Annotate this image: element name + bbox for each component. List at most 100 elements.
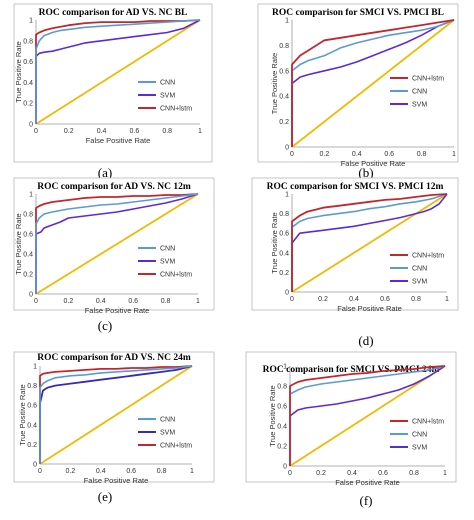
x-tick-label: 0.2 <box>318 296 328 303</box>
chart-title: ROC comparison for SMCI VS. PMCI 24m <box>263 365 440 375</box>
x-tick-label: 0.6 <box>126 468 136 475</box>
x-tick-label: 1 <box>190 468 194 475</box>
x-tick-label: 0.2 <box>66 468 76 475</box>
roc-line-cnn-lstm <box>35 19 201 124</box>
chart-panel: ROC comparison for SMCI VS. PMCI 24m 0 0.2… <box>245 351 457 487</box>
legend-label: SVM <box>160 430 175 437</box>
legend-label: CNN+lstm <box>160 106 192 113</box>
y-tick-label: 0.6 <box>279 68 289 75</box>
y-tick-label: 0.4 <box>277 424 287 431</box>
x-tick-label: 0 <box>290 296 294 303</box>
panel-caption: (e) <box>98 489 112 504</box>
y-tick-label: 1 <box>29 18 33 25</box>
y-axis-label: True Positive Rate <box>14 41 23 102</box>
x-axis-label: False Positive Rate <box>84 476 149 485</box>
y-tick-label: 0.8 <box>279 43 289 50</box>
y-tick-label: 1 <box>285 18 289 25</box>
x-tick-label: 0 <box>38 468 42 475</box>
roc-line-svm <box>39 365 193 464</box>
legend-label: CNN <box>412 89 427 96</box>
roc-line-cnn-lstm <box>289 365 446 466</box>
legend-label: SVM <box>160 259 175 266</box>
chance-diagonal-line <box>291 19 455 148</box>
x-tick-label: 0.8 <box>409 470 419 477</box>
x-tick-label: 1 <box>452 151 456 158</box>
roc-line-cnn <box>291 19 455 147</box>
y-tick-label: 0.6 <box>279 231 289 238</box>
y-tick-label: 1 <box>33 364 37 371</box>
legend-label: CNN <box>160 80 175 87</box>
y-tick-label: 0.8 <box>277 384 287 391</box>
legend-label: CNN+lstm <box>412 419 444 426</box>
y-tick-label: 0 <box>33 462 37 469</box>
panel-caption: (c) <box>98 318 112 333</box>
x-tick-label: 0.2 <box>320 151 330 158</box>
roc-line-cnn <box>39 365 193 464</box>
x-axis-label: False Positive Rate <box>86 136 151 145</box>
x-tick-label: 0.4 <box>96 468 106 475</box>
roc-line-cnn <box>35 193 199 294</box>
x-tick-label: 0.4 <box>97 128 107 135</box>
chart-title: ROC comparison for AD VS. NC 12m <box>37 182 191 192</box>
x-tick-label: 0.6 <box>384 151 394 158</box>
chart-panel: ROC comparison for AD VS. NC 24m 0 0.2 0.4 0… <box>13 351 215 485</box>
x-tick-label: 1 <box>196 298 200 305</box>
x-tick-label: 0.8 <box>411 296 421 303</box>
x-tick-label: 1 <box>445 296 449 303</box>
y-tick-label: 0.8 <box>23 212 33 219</box>
y-tick-label: 0 <box>29 292 33 299</box>
chart-panel: ROC comparison for AD VS. NC 12m 0 0.2 0.4 0… <box>13 177 215 315</box>
y-tick-label: 0.2 <box>23 101 33 108</box>
chart-panel: ROC comparison for AD VS. NC BL 0 0.2 0.4 0.… <box>13 3 213 163</box>
chart-title: ROC comparison for SMCI VS. PMCI 12m <box>267 182 444 192</box>
y-tick-label: 0.4 <box>23 80 33 87</box>
roc-line-svm <box>35 193 199 294</box>
x-tick-label: 0.4 <box>96 298 106 305</box>
panel-caption: (a) <box>98 165 112 180</box>
legend-label: SVM <box>412 102 427 109</box>
y-tick-label: 0.2 <box>279 119 289 126</box>
y-tick-label: 1 <box>283 364 287 371</box>
legend-label: SVM <box>160 93 175 100</box>
x-tick-label: 0.4 <box>349 296 359 303</box>
y-tick-label: 0 <box>285 290 289 297</box>
x-tick-label: 0.6 <box>378 470 388 477</box>
x-tick-label: 0 <box>34 128 38 135</box>
chart-panel: ROC comparison for SMCI VS. PMCI BL 0 0.2 0… <box>257 3 459 168</box>
y-tick-label: 0.6 <box>23 232 33 239</box>
y-tick-label: 0.6 <box>27 403 37 410</box>
chart-title: ROC comparison for AD VS. NC BL <box>39 8 188 18</box>
x-tick-label: 1 <box>443 470 447 477</box>
y-tick-label: 0.8 <box>27 383 37 390</box>
roc-line-svm <box>291 193 448 292</box>
x-tick-label: 0.6 <box>128 298 138 305</box>
y-tick-label: 0.4 <box>279 250 289 257</box>
x-tick-label: 0.6 <box>130 128 140 135</box>
x-tick-label: 0.4 <box>352 151 362 158</box>
chance-diagonal-line <box>35 19 201 125</box>
y-tick-label: 0.2 <box>279 270 289 277</box>
y-tick-label: 0.2 <box>27 442 37 449</box>
panel-caption: (f) <box>360 493 373 508</box>
y-tick-label: 0.8 <box>279 211 289 218</box>
y-tick-label: 0.2 <box>277 444 287 451</box>
legend-label: CNN+lstm <box>412 253 444 260</box>
chance-diagonal-line <box>35 193 199 295</box>
x-axis-label: False Positive Rate <box>335 478 400 487</box>
roc-line-svm <box>289 365 446 466</box>
roc-line-cnn <box>35 19 201 124</box>
x-tick-label: 0.2 <box>64 128 74 135</box>
chart-title: ROC comparison for SMCI VS. PMCI BL <box>272 8 444 18</box>
roc-line-cnn <box>291 193 448 292</box>
y-axis-label: True Positive Rate <box>14 213 23 274</box>
y-axis-label: True Positive Rate <box>268 385 277 446</box>
x-axis-label: False Positive Rate <box>85 306 150 315</box>
panel-caption: (d) <box>358 333 373 348</box>
chart-panel: ROC comparison for SMCI VS. PMCI 12m 0 0.2… <box>251 177 459 313</box>
legend-label: CNN <box>160 417 175 424</box>
x-tick-label: 0.2 <box>64 298 74 305</box>
legend-label: SVM <box>412 279 427 286</box>
y-tick-label: 0 <box>29 122 33 129</box>
legend-label: CNN <box>160 246 175 253</box>
